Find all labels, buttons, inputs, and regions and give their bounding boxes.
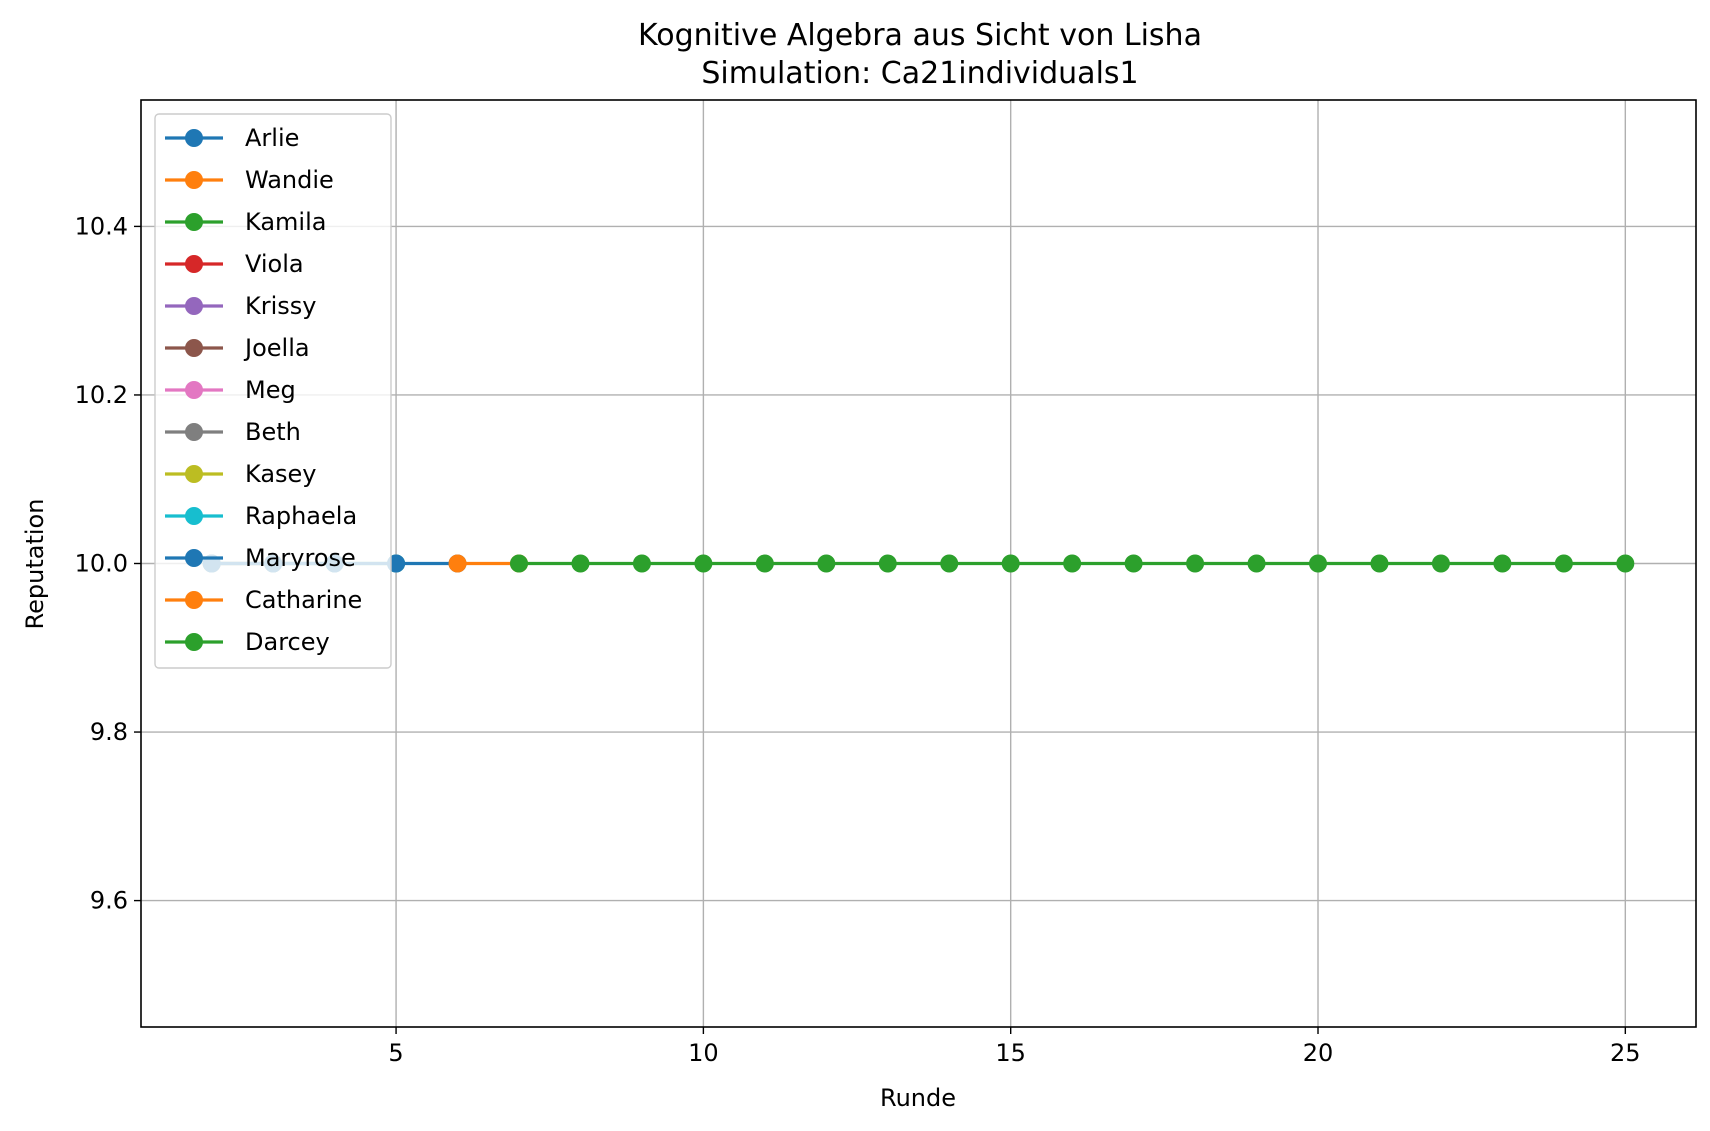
data-point <box>1247 554 1266 573</box>
data-point <box>1063 554 1082 573</box>
legend-item: Darcey <box>165 628 330 656</box>
y-tick-label: 9.6 <box>90 887 128 915</box>
legend-label: Raphaela <box>245 502 357 530</box>
legend-item: Catharine <box>165 586 362 614</box>
chart-title: Kognitive Algebra aus Sicht von Lisha <box>638 18 1202 53</box>
y-tick-label: 10.2 <box>75 381 128 409</box>
legend-label: Kasey <box>245 460 317 488</box>
legend-label: Maryrose <box>245 544 356 572</box>
data-point <box>940 554 959 573</box>
legend-label: Arlie <box>245 124 299 152</box>
data-point <box>878 554 897 573</box>
data-point <box>1554 554 1573 573</box>
legend-marker <box>185 129 203 147</box>
legend-item: Meg <box>165 376 296 404</box>
axis-ticks: 5 10 15 20 25 9.6 9.8 10.0 10.2 10.4 <box>75 212 1641 1067</box>
x-axis-label: Runde <box>880 1084 956 1112</box>
legend-item: Krissy <box>165 292 316 320</box>
legend-label: Darcey <box>245 628 330 656</box>
legend-item: Arlie <box>165 124 299 152</box>
legend-label: Beth <box>245 418 301 446</box>
legend-label: Krissy <box>245 292 316 320</box>
legend-item: Beth <box>165 418 301 446</box>
data-point <box>571 554 590 573</box>
x-tick-label: 25 <box>1610 1039 1641 1067</box>
legend-label: Catharine <box>245 586 362 614</box>
data-point <box>1186 554 1205 573</box>
legend-marker <box>185 465 203 483</box>
legend-label: Joella <box>243 334 310 362</box>
data-point <box>509 554 528 573</box>
legend-label: Meg <box>245 376 296 404</box>
x-tick-label: 10 <box>688 1039 719 1067</box>
y-tick-label: 9.8 <box>90 718 128 746</box>
data-point <box>1309 554 1328 573</box>
data-point <box>1124 554 1143 573</box>
legend-item: Joella <box>165 334 310 362</box>
x-tick-label: 20 <box>1303 1039 1334 1067</box>
data-point <box>1493 554 1512 573</box>
chart-subtitle: Simulation: Ca21individuals1 <box>701 56 1138 91</box>
data-point <box>817 554 836 573</box>
legend-marker <box>185 633 203 651</box>
legend-marker <box>185 591 203 609</box>
y-tick-label: 10.4 <box>75 212 128 240</box>
data-point <box>1001 554 1020 573</box>
data-point <box>755 554 774 573</box>
legend-item: Wandie <box>165 166 334 194</box>
legend-marker <box>185 507 203 525</box>
legend-item: Kasey <box>165 460 317 488</box>
legend-marker <box>185 381 203 399</box>
legend-box <box>154 113 392 669</box>
legend-marker <box>185 171 203 189</box>
legend-item: Maryrose <box>165 544 356 572</box>
legend-marker <box>185 255 203 273</box>
x-tick-label: 5 <box>388 1039 403 1067</box>
series-darcey <box>509 554 1635 573</box>
data-point <box>694 554 713 573</box>
data-point <box>448 554 467 573</box>
legend-marker <box>185 213 203 231</box>
data-point <box>632 554 651 573</box>
data-point <box>1431 554 1450 573</box>
data-point <box>1370 554 1389 573</box>
legend-marker <box>185 549 203 567</box>
legend-item: Kamila <box>165 208 326 236</box>
x-tick-label: 15 <box>995 1039 1026 1067</box>
legend-item: Raphaela <box>165 502 357 530</box>
legend-item: Viola <box>165 250 304 278</box>
legend-marker <box>185 339 203 357</box>
y-axis-label: Reputation <box>21 499 49 630</box>
legend: Arlie Wandie Kamila Viola Krissy Joella Meg Bet… <box>154 113 392 669</box>
legend-label: Kamila <box>245 208 326 236</box>
data-point <box>1616 554 1635 573</box>
legend-marker <box>185 297 203 315</box>
y-tick-label: 10.0 <box>75 550 128 578</box>
legend-label: Viola <box>245 250 304 278</box>
legend-marker <box>185 423 203 441</box>
legend-label: Wandie <box>245 166 334 194</box>
